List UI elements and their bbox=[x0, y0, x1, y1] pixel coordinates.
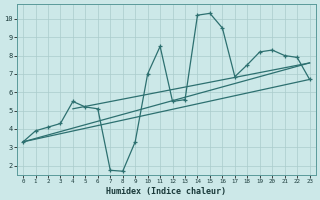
X-axis label: Humidex (Indice chaleur): Humidex (Indice chaleur) bbox=[106, 187, 226, 196]
